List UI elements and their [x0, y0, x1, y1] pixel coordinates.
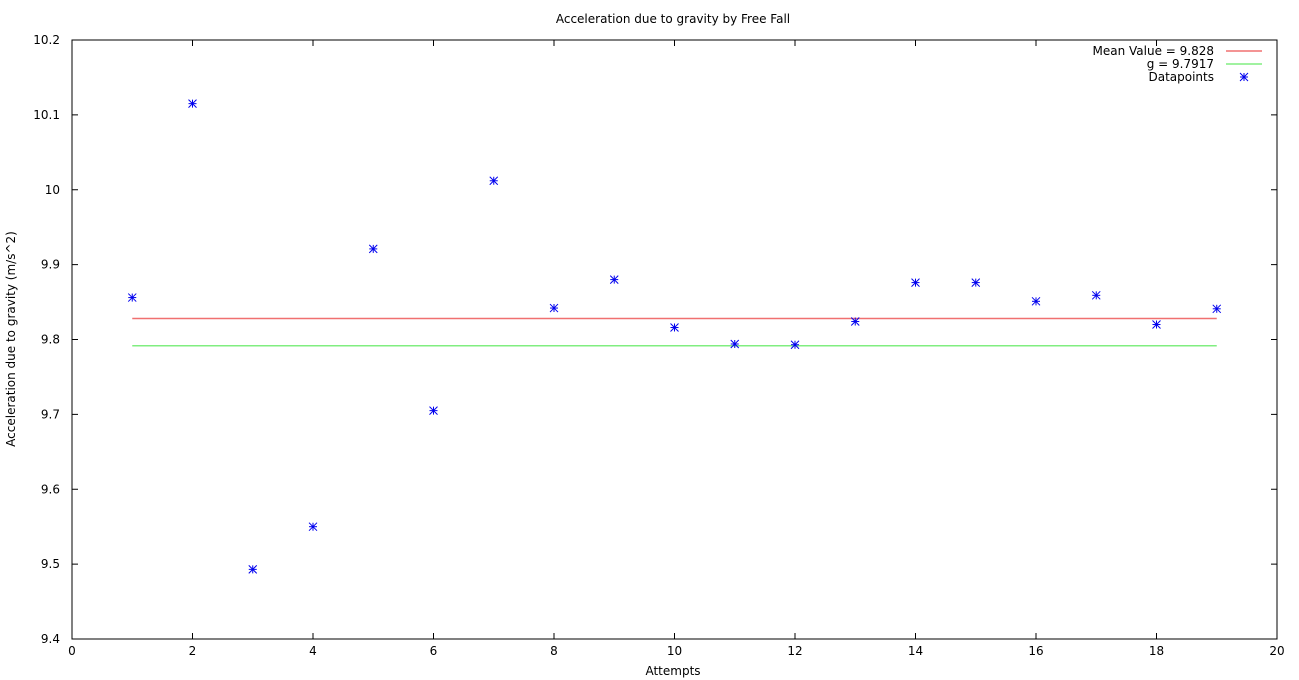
x-tick-label: 8	[550, 644, 558, 658]
data-point	[308, 522, 318, 532]
data-point	[971, 278, 981, 287]
y-tick-label: 10	[45, 183, 60, 197]
chart-title: Acceleration due to gravity by Free Fall	[556, 12, 790, 26]
data-point	[790, 340, 800, 350]
data-point	[1091, 290, 1101, 300]
plot-frame	[71, 39, 1278, 640]
data-point	[1212, 304, 1222, 314]
x-tick-label: 10	[667, 644, 682, 658]
data-point	[670, 323, 679, 332]
data-point	[730, 339, 740, 349]
x-tick-label: 18	[1149, 644, 1164, 658]
y-tick-label: 10.1	[33, 108, 60, 122]
x-tick-label: 6	[430, 644, 438, 658]
data-point	[248, 565, 258, 574]
legend-label: Mean Value = 9.828	[1093, 44, 1215, 58]
x-tick-label: 16	[1028, 644, 1043, 658]
plot-series	[127, 99, 1222, 574]
legend-label: Datapoints	[1148, 70, 1214, 84]
legend-swatch-marker	[1239, 72, 1249, 82]
data-point	[188, 99, 197, 108]
y-tick-label: 9.5	[41, 557, 60, 571]
data-point	[850, 317, 860, 326]
y-tick-label: 9.9	[41, 258, 60, 272]
x-tick-label: 2	[189, 644, 197, 658]
x-tick-label: 20	[1269, 644, 1284, 658]
y-tick-label: 9.8	[41, 333, 60, 347]
y-tick-label: 9.6	[41, 482, 60, 496]
y-axis-label: Acceleration due to gravity (m/s^2)	[4, 231, 18, 447]
data-point	[127, 293, 137, 302]
x-tick-label: 4	[309, 644, 317, 658]
data-point	[1031, 296, 1041, 306]
data-point	[429, 406, 438, 415]
y-tick-label: 9.4	[41, 632, 60, 646]
data-point	[609, 275, 619, 284]
axis-ticks: 0 2 4 6 8 10 12 14 16 18 20 9.4 9.5 9.6 9.7 9.8 9.9 10 10.…	[33, 33, 1284, 658]
y-tick-label: 9.7	[41, 407, 60, 421]
data-point	[549, 303, 559, 313]
x-axis-label: Attempts	[645, 664, 700, 678]
data-point	[911, 278, 920, 287]
data-point	[489, 176, 499, 186]
y-tick-label: 10.2	[33, 33, 60, 47]
x-tick-label: 12	[787, 644, 802, 658]
data-point	[1152, 320, 1161, 329]
x-tick-label: 14	[908, 644, 923, 658]
data-point	[368, 244, 378, 254]
x-tick-label: 0	[68, 644, 76, 658]
legend-label: g = 9.7917	[1147, 57, 1214, 71]
